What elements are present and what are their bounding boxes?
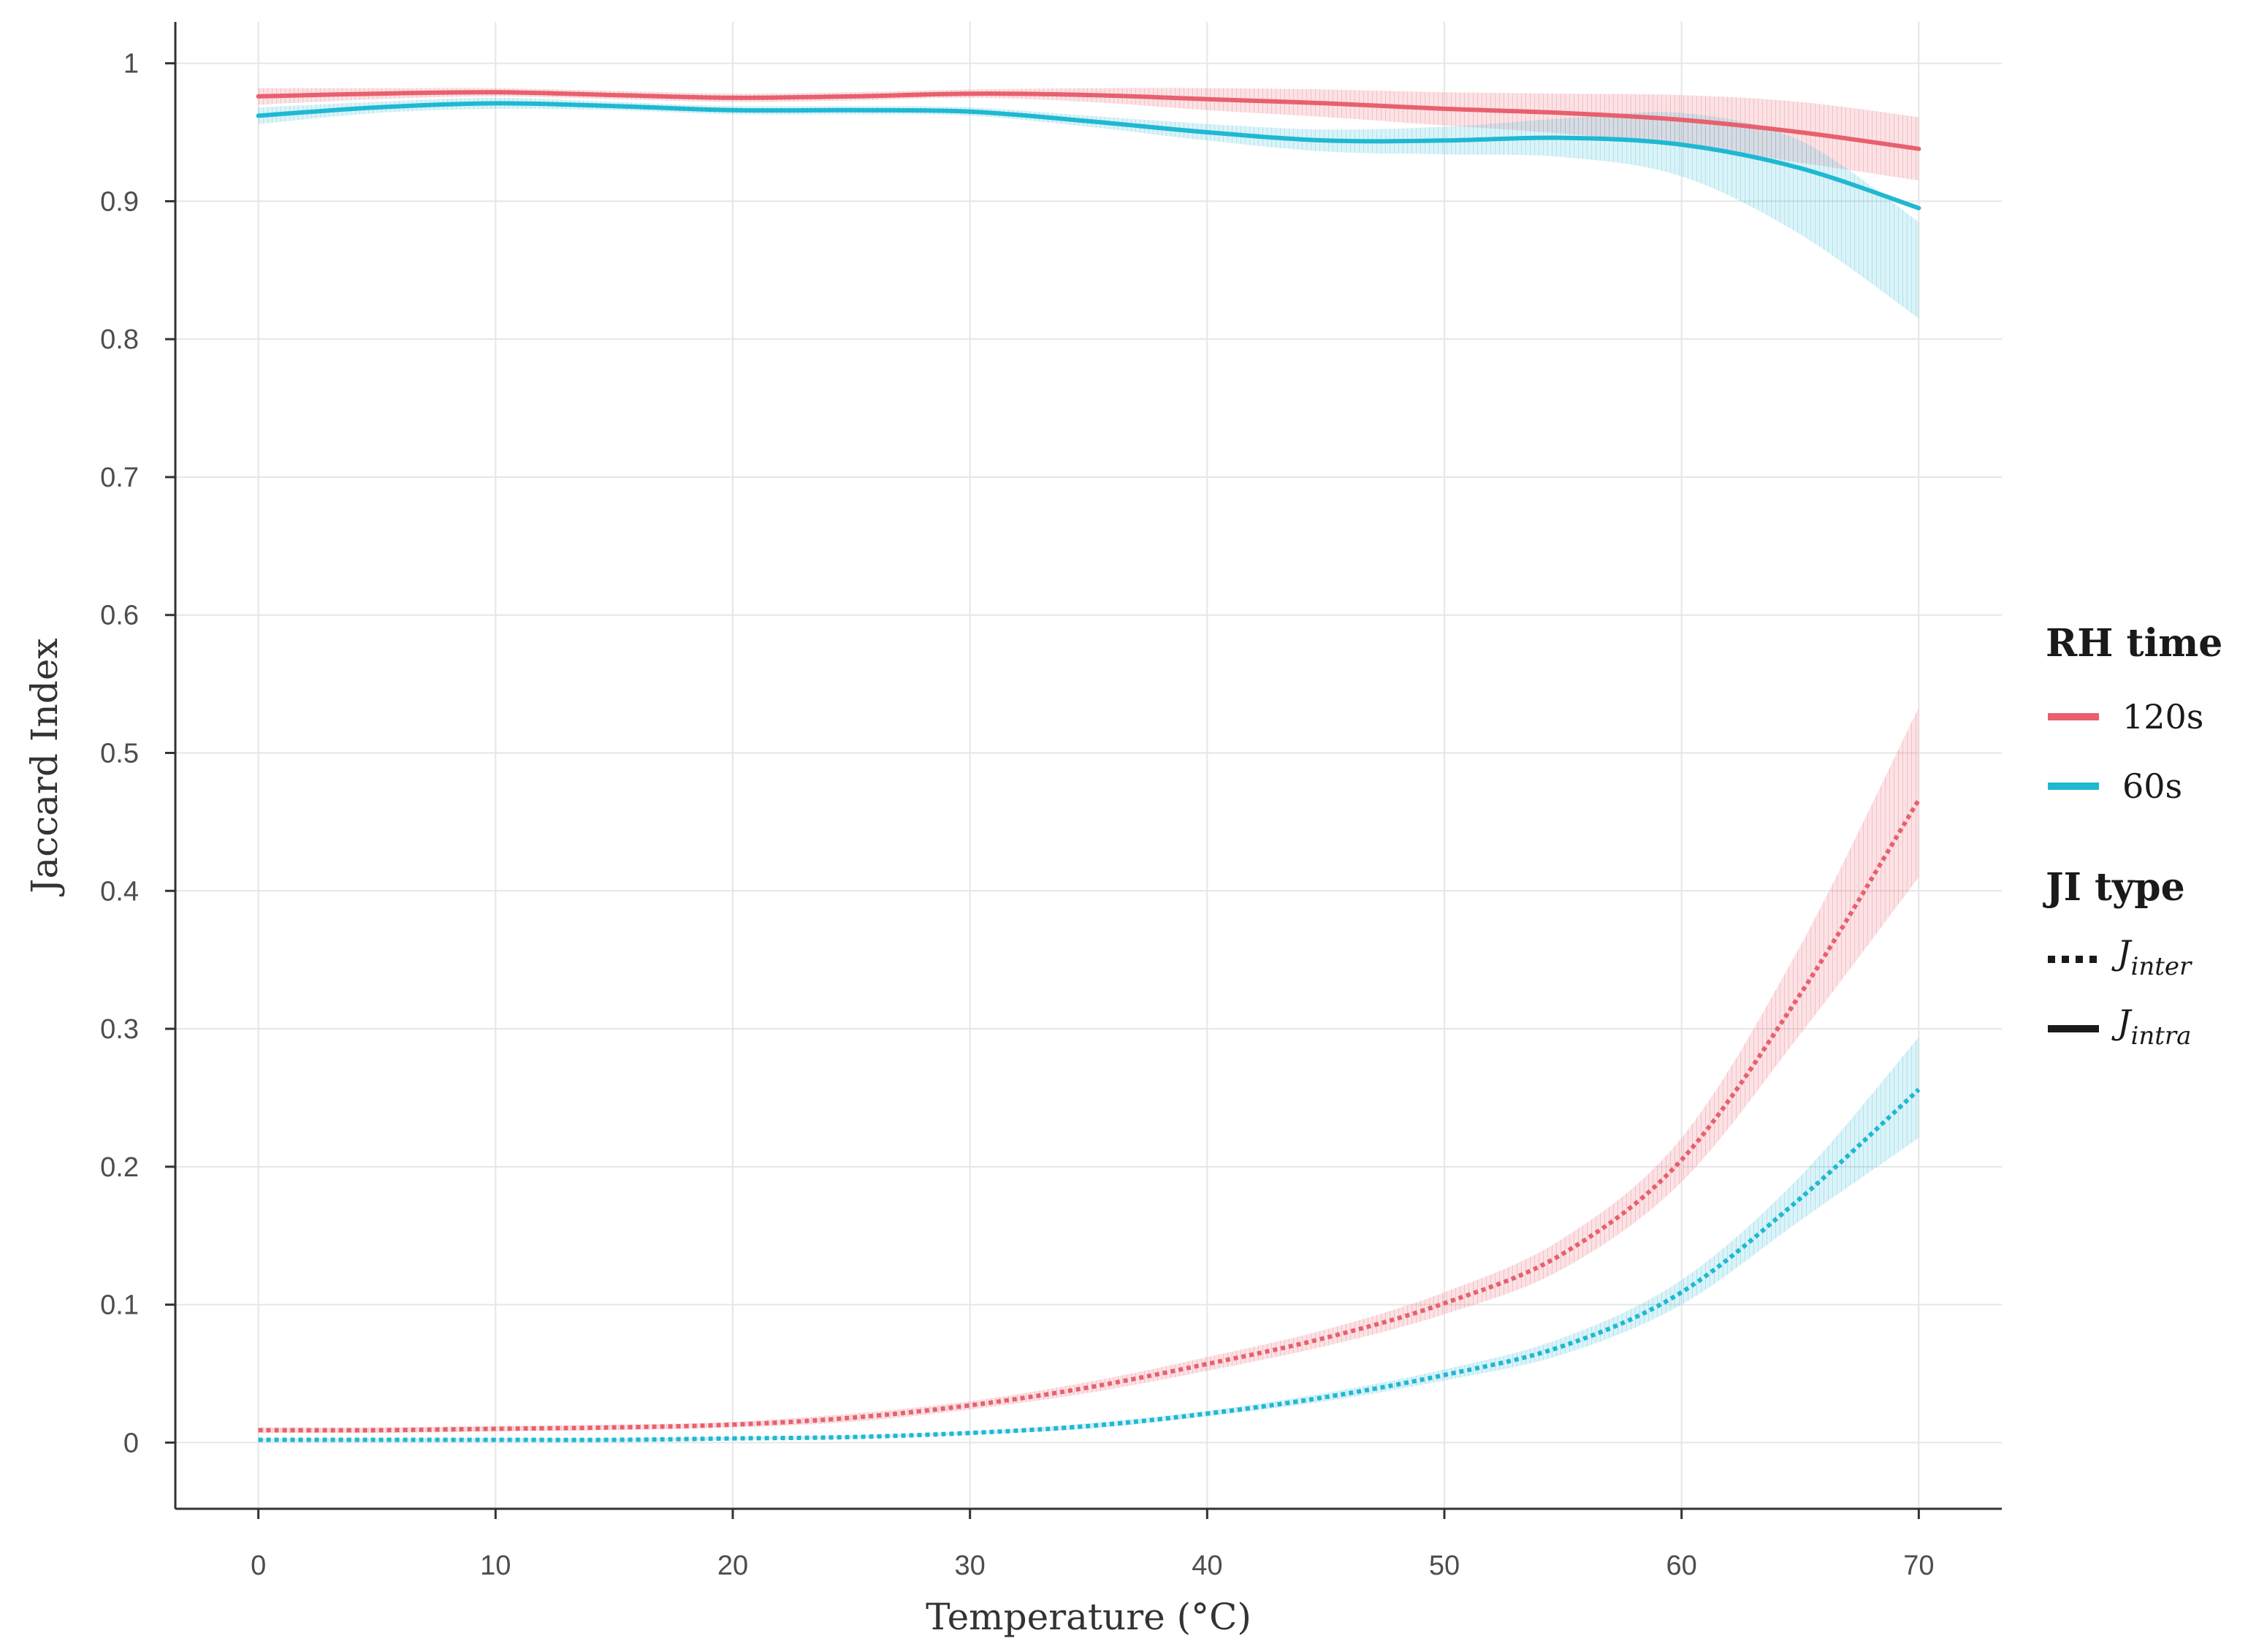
x-axis-ticks: 0 10 20 30 40 50 60 70 <box>251 1509 1935 1581</box>
y-tick-label-0: 0 <box>123 1428 139 1458</box>
y-tick-label-2: 0.2 <box>100 1152 139 1183</box>
legend-label-j-intra: Jintra <box>2111 1002 2191 1051</box>
confidence-bands <box>258 88 1919 1442</box>
legend-title-ji-type: JI type <box>2043 865 2185 910</box>
line-120s-intra <box>256 90 1921 151</box>
y-axis-ticks: 0 0.1 0.2 0.3 0.4 0.5 0.6 0.7 0.8 0.9 1 <box>100 49 175 1458</box>
x-axis-title: Temperature (°C) <box>926 1596 1251 1638</box>
legend-label-60s: 60s <box>2122 766 2182 806</box>
y-axis-title: Jaccard Index <box>23 638 66 897</box>
legend-title-rh-time: RH time <box>2046 621 2222 666</box>
y-tick-label-1: 0.1 <box>100 1290 139 1321</box>
series-lines <box>256 90 1921 1442</box>
line-120s-inter <box>258 799 1921 1433</box>
x-tick-label-5: 50 <box>1429 1550 1460 1581</box>
legend: RH time 120s 60s JI type Jinter Jintra <box>2043 621 2222 1051</box>
x-tick-label-6: 60 <box>1666 1550 1697 1581</box>
y-tick-label-8: 0.8 <box>100 324 139 355</box>
y-tick-label-4: 0.4 <box>100 876 139 907</box>
band-60s-inter <box>258 1037 1919 1442</box>
band-60s-intra <box>258 97 1919 319</box>
y-tick-label-5: 0.5 <box>100 739 139 769</box>
y-tick-label-10: 1 <box>123 49 139 80</box>
line-60s-inter <box>258 1087 1921 1442</box>
band-120s-inter <box>258 707 1919 1434</box>
x-tick-label-0: 0 <box>251 1550 266 1581</box>
y-tick-label-7: 0.7 <box>100 463 139 493</box>
x-tick-label-4: 40 <box>1192 1550 1222 1581</box>
x-tick-label-3: 30 <box>955 1550 986 1581</box>
line-60s-intra <box>256 101 1921 210</box>
x-tick-label-7: 70 <box>1903 1550 1934 1581</box>
gridlines <box>175 22 2002 1509</box>
x-tick-label-1: 10 <box>480 1550 511 1581</box>
legend-label-120s: 120s <box>2122 697 2203 736</box>
x-tick-label-2: 20 <box>717 1550 748 1581</box>
y-tick-label-6: 0.6 <box>100 601 139 631</box>
y-tick-label-9: 0.9 <box>100 186 139 217</box>
legend-label-j-inter: Jinter <box>2111 933 2192 981</box>
y-tick-label-3: 0.3 <box>100 1014 139 1045</box>
